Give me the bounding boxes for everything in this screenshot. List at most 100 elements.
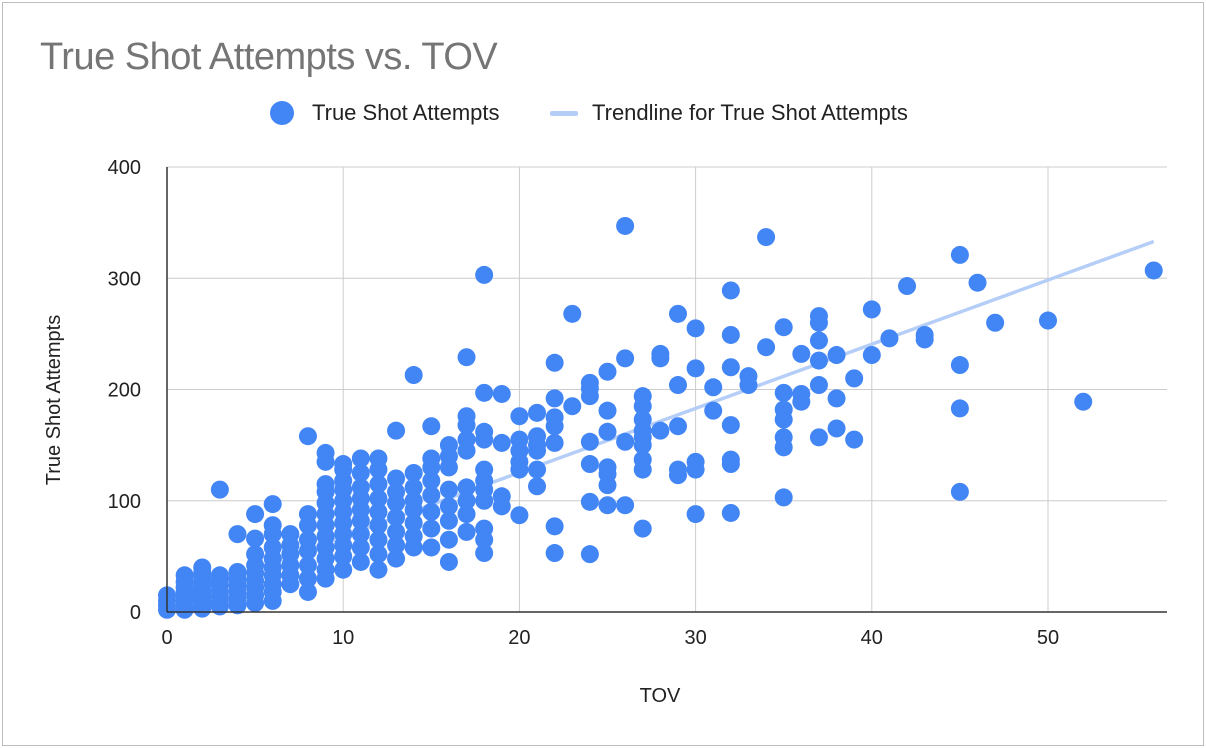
data-point[interactable] [334, 455, 353, 474]
data-point[interactable] [739, 367, 758, 386]
data-point[interactable] [422, 519, 441, 538]
data-point[interactable] [528, 427, 547, 446]
data-point[interactable] [298, 582, 317, 601]
data-point[interactable] [510, 430, 529, 449]
legend-item-trendline[interactable]: Trendline for True Shot Attempts [550, 100, 908, 126]
data-point[interactable] [263, 538, 282, 557]
data-point[interactable] [246, 545, 265, 564]
data-point[interactable] [774, 383, 793, 402]
data-point[interactable] [404, 478, 423, 497]
data-point[interactable] [439, 511, 458, 530]
data-point[interactable] [246, 529, 265, 548]
data-point[interactable] [316, 475, 335, 494]
data-point[interactable] [845, 369, 864, 388]
data-point[interactable] [298, 530, 317, 549]
data-point[interactable] [668, 376, 687, 395]
data-point[interactable] [422, 538, 441, 557]
data-point[interactable] [369, 489, 388, 508]
data-point[interactable] [193, 558, 212, 577]
data-point[interactable] [633, 410, 652, 429]
data-point[interactable] [633, 519, 652, 538]
data-point[interactable] [457, 430, 476, 449]
data-point[interactable] [862, 346, 881, 365]
data-point[interactable] [492, 384, 511, 403]
data-point[interactable] [492, 487, 511, 506]
data-point[interactable] [457, 491, 476, 510]
data-point[interactable] [387, 536, 406, 555]
data-point[interactable] [439, 497, 458, 516]
data-point[interactable] [457, 522, 476, 541]
data-point[interactable] [580, 545, 599, 564]
data-point[interactable] [616, 216, 635, 235]
data-point[interactable] [369, 475, 388, 494]
data-point[interactable] [369, 560, 388, 579]
data-point[interactable] [1039, 311, 1057, 330]
data-point[interactable] [598, 422, 617, 441]
data-point[interactable] [228, 562, 247, 581]
data-point[interactable] [774, 488, 793, 507]
data-point[interactable] [774, 400, 793, 419]
data-point[interactable] [545, 353, 564, 372]
data-point[interactable] [545, 544, 564, 563]
data-point[interactable] [457, 407, 476, 426]
data-point[interactable] [228, 525, 247, 544]
data-point[interactable] [439, 436, 458, 455]
data-point[interactable] [404, 527, 423, 546]
data-point[interactable] [528, 460, 547, 479]
data-point[interactable] [404, 463, 423, 482]
data-point[interactable] [475, 383, 494, 402]
data-point[interactable] [422, 417, 441, 436]
data-point[interactable] [827, 419, 846, 438]
data-point[interactable] [686, 359, 705, 378]
data-point[interactable] [387, 522, 406, 541]
data-point[interactable] [387, 469, 406, 488]
data-point[interactable] [792, 384, 811, 403]
data-point[interactable] [369, 530, 388, 549]
data-point[interactable] [950, 482, 969, 501]
data-point[interactable] [175, 566, 194, 585]
data-point[interactable] [774, 428, 793, 447]
data-point[interactable] [563, 397, 582, 416]
data-point[interactable] [598, 362, 617, 381]
data-point[interactable] [950, 399, 969, 418]
data-point[interactable] [475, 519, 494, 538]
data-point[interactable] [210, 566, 229, 585]
data-point[interactable] [616, 349, 635, 368]
data-point[interactable] [633, 387, 652, 406]
data-point[interactable] [351, 463, 370, 482]
data-point[interactable] [422, 471, 441, 490]
data-point[interactable] [809, 331, 828, 350]
data-point[interactable] [210, 480, 229, 499]
data-point[interactable] [1074, 392, 1093, 411]
data-point[interactable] [369, 516, 388, 535]
data-point[interactable] [915, 325, 934, 344]
data-point[interactable] [475, 422, 494, 441]
data-point[interactable] [950, 245, 969, 264]
data-point[interactable] [281, 525, 300, 544]
data-point[interactable] [334, 560, 353, 579]
data-point[interactable] [298, 556, 317, 575]
data-point[interactable] [369, 502, 388, 521]
data-point[interactable] [598, 458, 617, 477]
data-point[interactable] [827, 389, 846, 408]
data-point[interactable] [721, 416, 740, 435]
data-point[interactable] [475, 460, 494, 479]
data-point[interactable] [686, 319, 705, 338]
data-point[interactable] [950, 356, 969, 375]
data-point[interactable] [563, 304, 582, 323]
data-point[interactable] [351, 525, 370, 544]
data-point[interactable] [757, 338, 776, 357]
data-point[interactable] [246, 505, 265, 524]
data-point[interactable] [668, 460, 687, 479]
data-point[interactable] [298, 505, 317, 524]
data-point[interactable] [298, 427, 317, 446]
data-point[interactable] [704, 401, 723, 420]
data-point[interactable] [651, 421, 670, 440]
legend-item-series[interactable]: True Shot Attempts [270, 100, 500, 126]
data-point[interactable] [633, 450, 652, 469]
data-point[interactable] [422, 449, 441, 468]
data-point[interactable] [774, 318, 793, 337]
data-point[interactable] [686, 452, 705, 471]
data-point[interactable] [457, 478, 476, 497]
data-point[interactable] [545, 408, 564, 427]
